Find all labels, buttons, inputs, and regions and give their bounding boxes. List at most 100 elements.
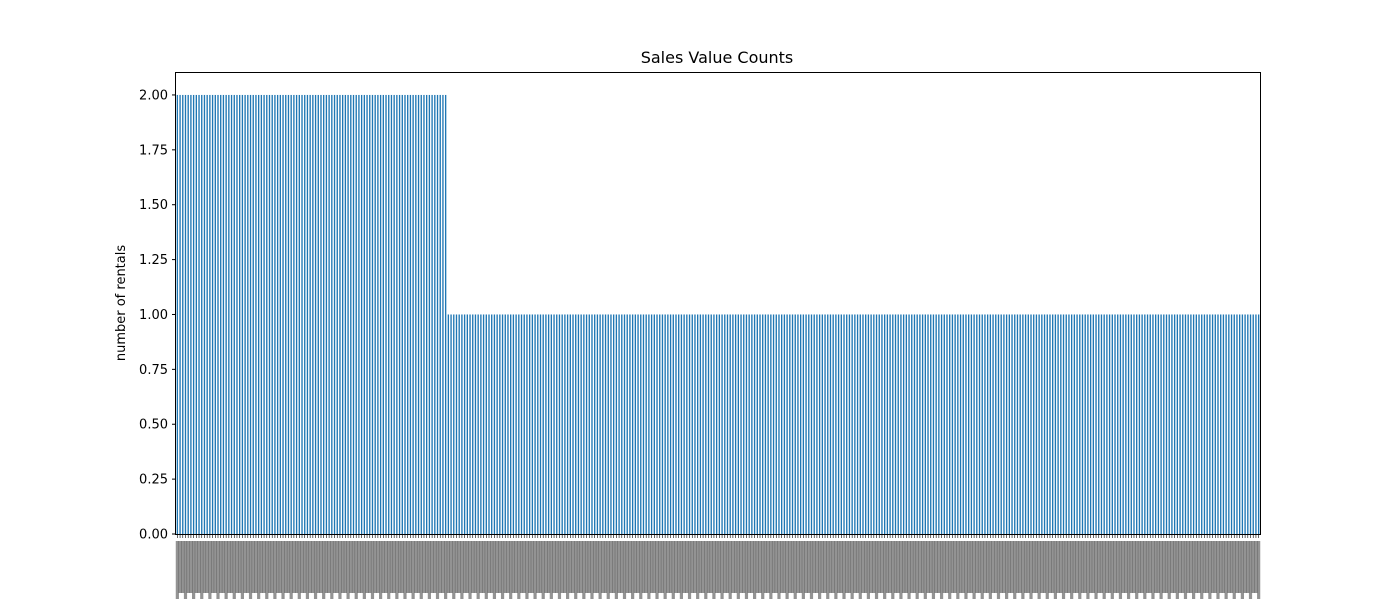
bar (306, 94, 309, 534)
bar (851, 314, 853, 534)
bar (940, 314, 943, 534)
x-tick-label (1154, 541, 1158, 593)
bar (737, 314, 739, 534)
bar (491, 314, 493, 534)
bar (488, 314, 490, 534)
bar (854, 314, 856, 534)
x-tick-label (958, 541, 963, 593)
x-tick-label (519, 541, 524, 593)
bar (1152, 314, 1154, 534)
bar (1209, 314, 1211, 534)
x-tick-label (1162, 541, 1166, 593)
x-tick-label (427, 541, 431, 599)
x-tick-label (1200, 541, 1204, 599)
bar (710, 314, 712, 534)
bar (556, 314, 558, 534)
bar (469, 314, 471, 534)
x-tick-label (744, 541, 749, 599)
bar (1239, 314, 1241, 534)
bar (426, 94, 428, 534)
bar (959, 314, 962, 534)
bar (626, 314, 628, 534)
y-tick-label: 1.50 (139, 198, 168, 213)
bar (621, 314, 623, 534)
chart-title: Sales Value Counts (641, 48, 794, 67)
bar (821, 314, 824, 534)
bar (1049, 314, 1051, 534)
bar (718, 314, 721, 534)
bar (1192, 314, 1195, 534)
x-tick-label (820, 541, 824, 593)
bar (816, 314, 818, 534)
x-tick-label (349, 541, 353, 593)
bar (515, 314, 517, 534)
bar (843, 314, 845, 534)
bar (1106, 314, 1108, 534)
x-tick-label (308, 541, 312, 593)
x-tick-label (289, 541, 293, 599)
x-tick-label (926, 541, 930, 593)
bar (325, 94, 328, 534)
x-tick-label (224, 541, 228, 599)
x-tick-label (1251, 541, 1255, 593)
x-tick-label (1118, 541, 1123, 599)
bar (1068, 314, 1070, 534)
x-tick-label (441, 541, 445, 593)
x-tick-label (861, 541, 865, 593)
bar (553, 314, 555, 534)
bar (656, 314, 658, 534)
x-tick-label (996, 541, 1001, 599)
x-tick-label (555, 541, 559, 593)
bar (837, 314, 840, 534)
bar (675, 314, 677, 534)
y-tick-label: 0.25 (139, 473, 168, 488)
bar (1062, 314, 1065, 534)
bar (585, 314, 588, 534)
bar (1014, 314, 1016, 534)
bar (1144, 314, 1146, 534)
x-tick-label (395, 541, 399, 599)
bar (501, 314, 504, 534)
bar (810, 314, 813, 534)
x-tick-label (1143, 541, 1147, 599)
x-tick-label (322, 541, 326, 599)
bar (526, 314, 528, 534)
x-tick-label (929, 541, 933, 593)
x-tick-label (1151, 541, 1155, 599)
bar (282, 94, 284, 534)
bar (848, 314, 851, 534)
x-tick-label (576, 541, 581, 593)
x-tick-label (641, 541, 646, 593)
x-tick-label (918, 541, 922, 593)
bar (412, 94, 414, 534)
x-tick-label (956, 541, 960, 599)
x-tick-label (1183, 541, 1188, 599)
bar (228, 94, 230, 534)
x-tick-label (568, 541, 572, 593)
x-tick-label (457, 541, 461, 593)
x-tick-label (468, 541, 472, 599)
bar (672, 314, 674, 534)
x-tick-label (595, 541, 599, 593)
x-tick-label (1042, 541, 1047, 593)
x-tick-label (373, 541, 377, 593)
bar (610, 314, 612, 534)
x-tick-label (1145, 541, 1150, 593)
x-tick-label (389, 541, 394, 593)
bar (715, 314, 718, 534)
x-tick-label (877, 541, 881, 593)
x-tick-label (433, 541, 437, 593)
x-tick-label (579, 541, 583, 593)
bar (179, 94, 181, 534)
bar (1160, 314, 1162, 534)
x-tick-label (774, 541, 778, 593)
bar (902, 314, 905, 534)
x-tick-label (1173, 541, 1177, 593)
x-tick-label (335, 541, 339, 593)
x-tick-label (660, 541, 665, 593)
bar (659, 314, 661, 534)
x-tick-label (1091, 541, 1095, 593)
bar (1011, 314, 1013, 534)
bar (493, 314, 496, 534)
x-tick-label (677, 541, 681, 593)
